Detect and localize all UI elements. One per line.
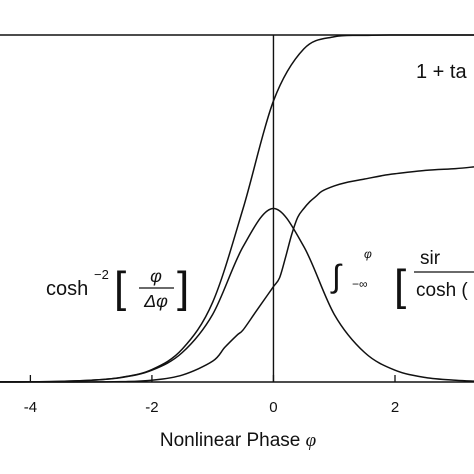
x-ticks: -4 -2 0 2 [24, 375, 399, 416]
annotation-integral-denominator: cosh ( [416, 280, 468, 301]
annotation-integral-lower-limit: −∞ [352, 277, 368, 291]
series-line-2 [0, 207, 474, 383]
axes [0, 34, 474, 383]
annotation-sech-right-bracket: ] [177, 263, 189, 312]
series-line-3 [0, 166, 474, 383]
annotation-sech-left-bracket: [ [114, 263, 126, 312]
annotation-integral-sign: ∫ [330, 258, 343, 294]
x-axis-title-symbol: φ [306, 430, 317, 451]
x-tick-label: -2 [145, 399, 158, 416]
annotation-sech-superscript: −2 [94, 267, 109, 282]
series-layer [0, 34, 474, 383]
x-tick-label: -4 [24, 399, 37, 416]
x-axis-title-text: Nonlinear Phase [160, 430, 300, 451]
annotation-sech-cosh: cosh [46, 278, 88, 300]
annotation-tanh-curve: 1 + ta [416, 61, 467, 83]
x-tick-label: 0 [269, 399, 277, 416]
x-tick-label: 2 [391, 399, 399, 416]
annotation-sech-curve: cosh −2 [ φ Δφ ] [46, 263, 189, 312]
x-axis-title: Nonlinear Phase φ [160, 430, 316, 451]
annotation-sech-denominator: Δφ [143, 291, 168, 311]
annotation-integral-upper-limit: φ [364, 247, 372, 261]
annotation-sech-numerator: φ [150, 266, 162, 286]
series-line-1 [0, 34, 474, 383]
annotation-integral-left-bracket: [ [394, 261, 406, 310]
annotation-integral-curve: ∫ φ −∞ [ sir cosh ( [330, 247, 474, 310]
annotation-integral-numerator: sir [420, 248, 441, 269]
